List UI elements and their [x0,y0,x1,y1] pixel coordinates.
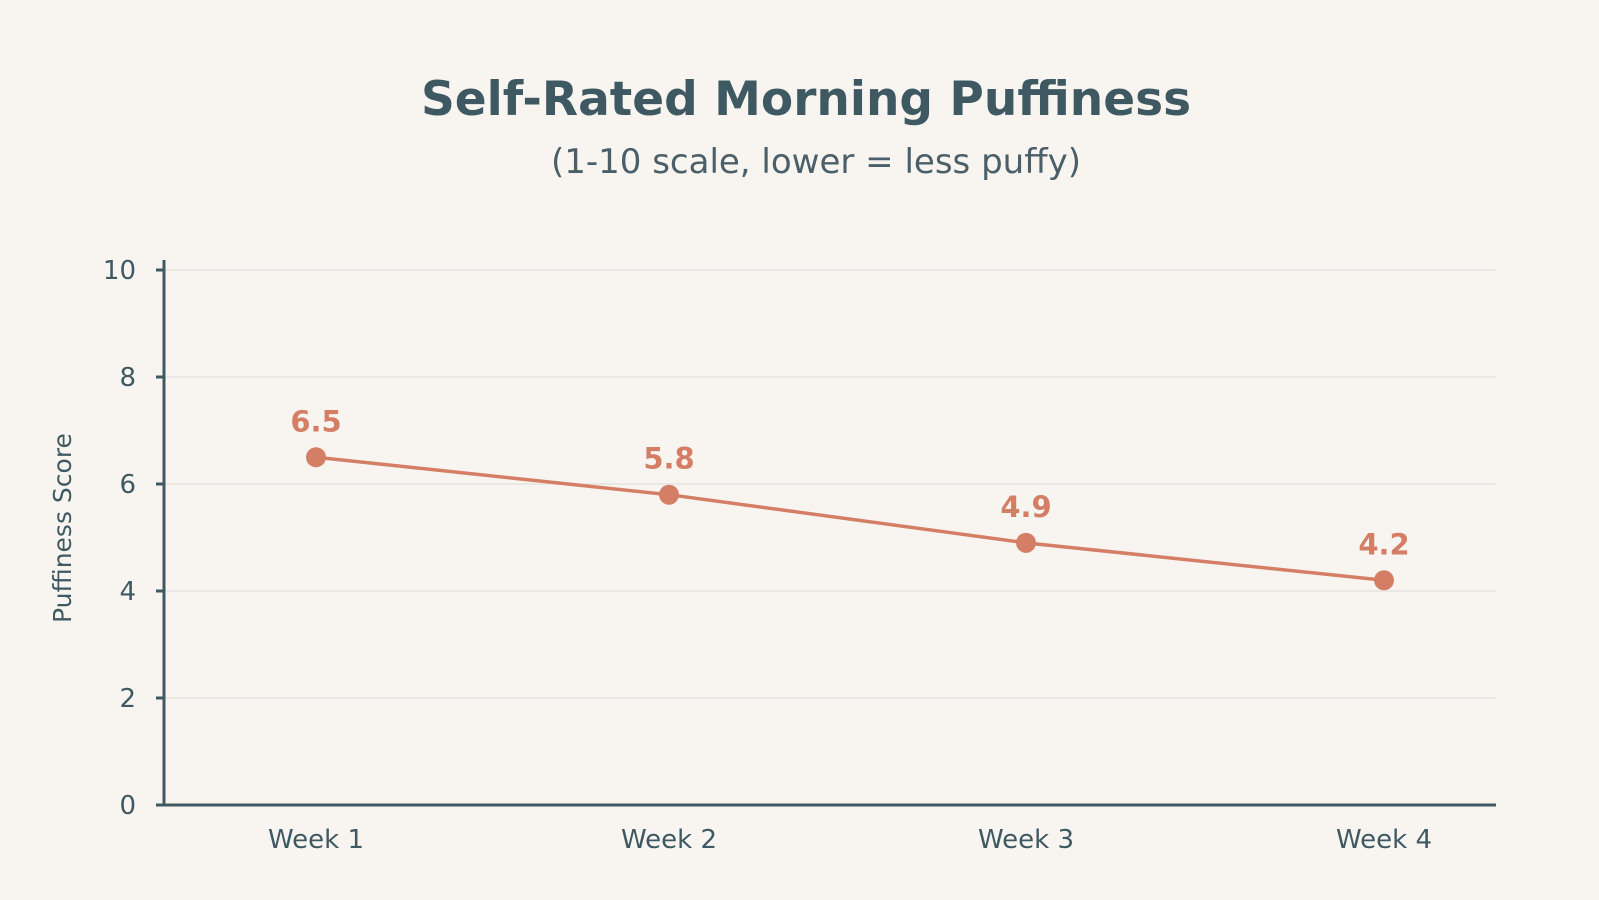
data-point [1374,570,1394,591]
x-tick-label: Week 2 [621,825,717,855]
data-label: 6.5 [290,404,341,438]
gridlines [164,269,1496,699]
axes [156,260,1496,807]
data-series: 6.5 5.8 4.9 4.2 [290,404,1410,591]
x-tick-label: Week 4 [1336,825,1432,855]
y-tick-label: 8 [119,363,136,393]
x-axis-ticks: Week 1 Week 2 Week 3 Week 4 [268,825,1432,855]
x-tick-label: Week 1 [268,825,364,855]
y-tick-label: 2 [119,684,136,714]
y-tick-label: 0 [119,791,136,821]
data-point [659,484,679,505]
series-line [314,455,1386,583]
y-tick-label: 4 [119,577,136,607]
y-tick-label: 10 [103,256,136,286]
x-tick-label: Week 3 [978,825,1074,855]
y-axis-title: Puffiness Score [48,433,77,623]
data-label: 5.8 [643,442,694,476]
chart-title: Self-Rated Morning Puffiness [421,72,1191,127]
y-tick-label: 6 [119,470,136,500]
chart-subtitle: (1-10 scale, lower = less puffy) [551,142,1081,182]
data-point [1016,532,1036,553]
data-label: 4.2 [1358,527,1409,561]
data-label: 4.9 [1000,490,1051,524]
y-axis-ticks: 0 2 4 6 8 10 [103,256,136,821]
data-point [306,447,326,468]
